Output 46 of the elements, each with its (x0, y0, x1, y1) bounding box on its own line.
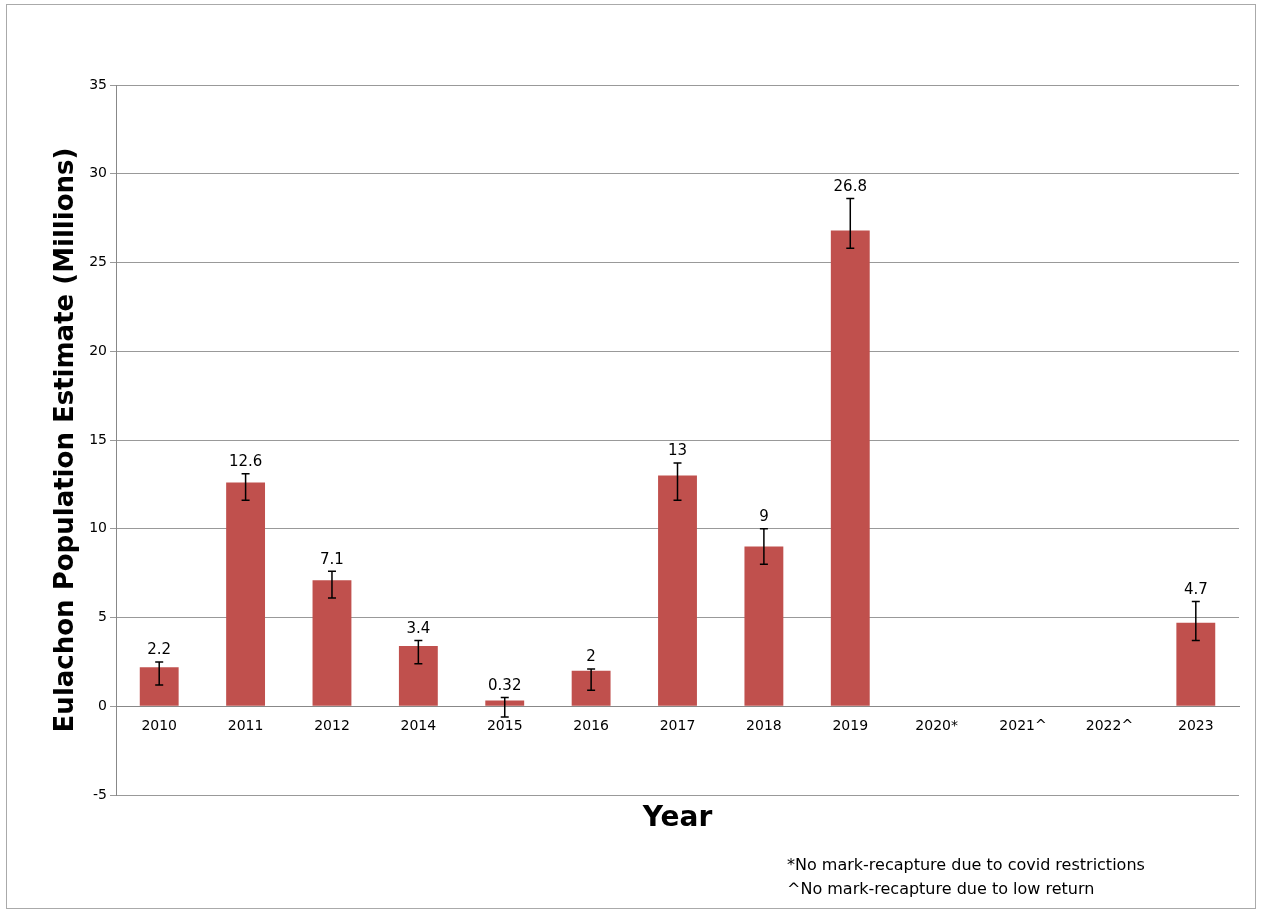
y-tick-label: 25 (89, 253, 108, 270)
data-label: 4.7 (1183, 579, 1208, 598)
y-tick-label: 10 (89, 519, 108, 536)
bar (658, 475, 697, 706)
bar (226, 482, 266, 706)
x-axis-title: Year (641, 800, 713, 834)
y-axis-title: Eulachon Population Estimate (Millions) (49, 147, 80, 733)
data-label: 26.8 (833, 176, 867, 195)
data-label: 9 (759, 507, 769, 526)
bar (830, 230, 870, 706)
y-tick-label: 20 (89, 341, 108, 358)
data-label: 2 (586, 647, 596, 666)
x-tick-label: 2020* (915, 717, 958, 734)
y-tick-label: -5 (93, 785, 108, 802)
x-tick-label: 2011 (227, 717, 264, 734)
x-tick-label: 2015 (486, 717, 523, 734)
data-label: 0.32 (488, 675, 522, 694)
bar (1176, 622, 1216, 706)
y-tick-label: 30 (89, 164, 108, 181)
x-tick-label: 2016 (573, 717, 610, 734)
y-tick-label: 35 (89, 75, 108, 92)
x-tick-label: 2017 (659, 717, 696, 734)
x-tick-label: 2021^ (999, 717, 1047, 734)
data-label: 13 (667, 441, 688, 460)
bar (744, 546, 784, 706)
data-label: 2.2 (147, 640, 172, 659)
bar (139, 667, 179, 706)
text: ^No mark-recapture due to low return (787, 878, 1096, 900)
data-label: 3.4 (406, 618, 431, 637)
y-tick-label: 5 (98, 608, 108, 625)
bar (398, 645, 438, 706)
x-tick-label: 2023 (1177, 717, 1214, 734)
bar (571, 670, 611, 706)
x-tick-label: 2022^ (1085, 717, 1134, 734)
bar (485, 700, 525, 706)
bar (312, 580, 352, 706)
x-tick-label: 2012 (314, 717, 350, 734)
text: *No mark-recapture due to covid restrictions (787, 854, 1145, 876)
data-label: 12.6 (228, 452, 263, 471)
y-tick-label: 0 (98, 696, 108, 713)
x-tick-label: 2014 (400, 717, 437, 734)
x-tick-label: 2018 (746, 717, 782, 734)
data-label: 7.1 (320, 549, 344, 568)
x-tick-label: 2010 (141, 717, 178, 734)
y-tick-label: 15 (89, 430, 108, 447)
x-tick-label: 2019 (832, 717, 869, 734)
